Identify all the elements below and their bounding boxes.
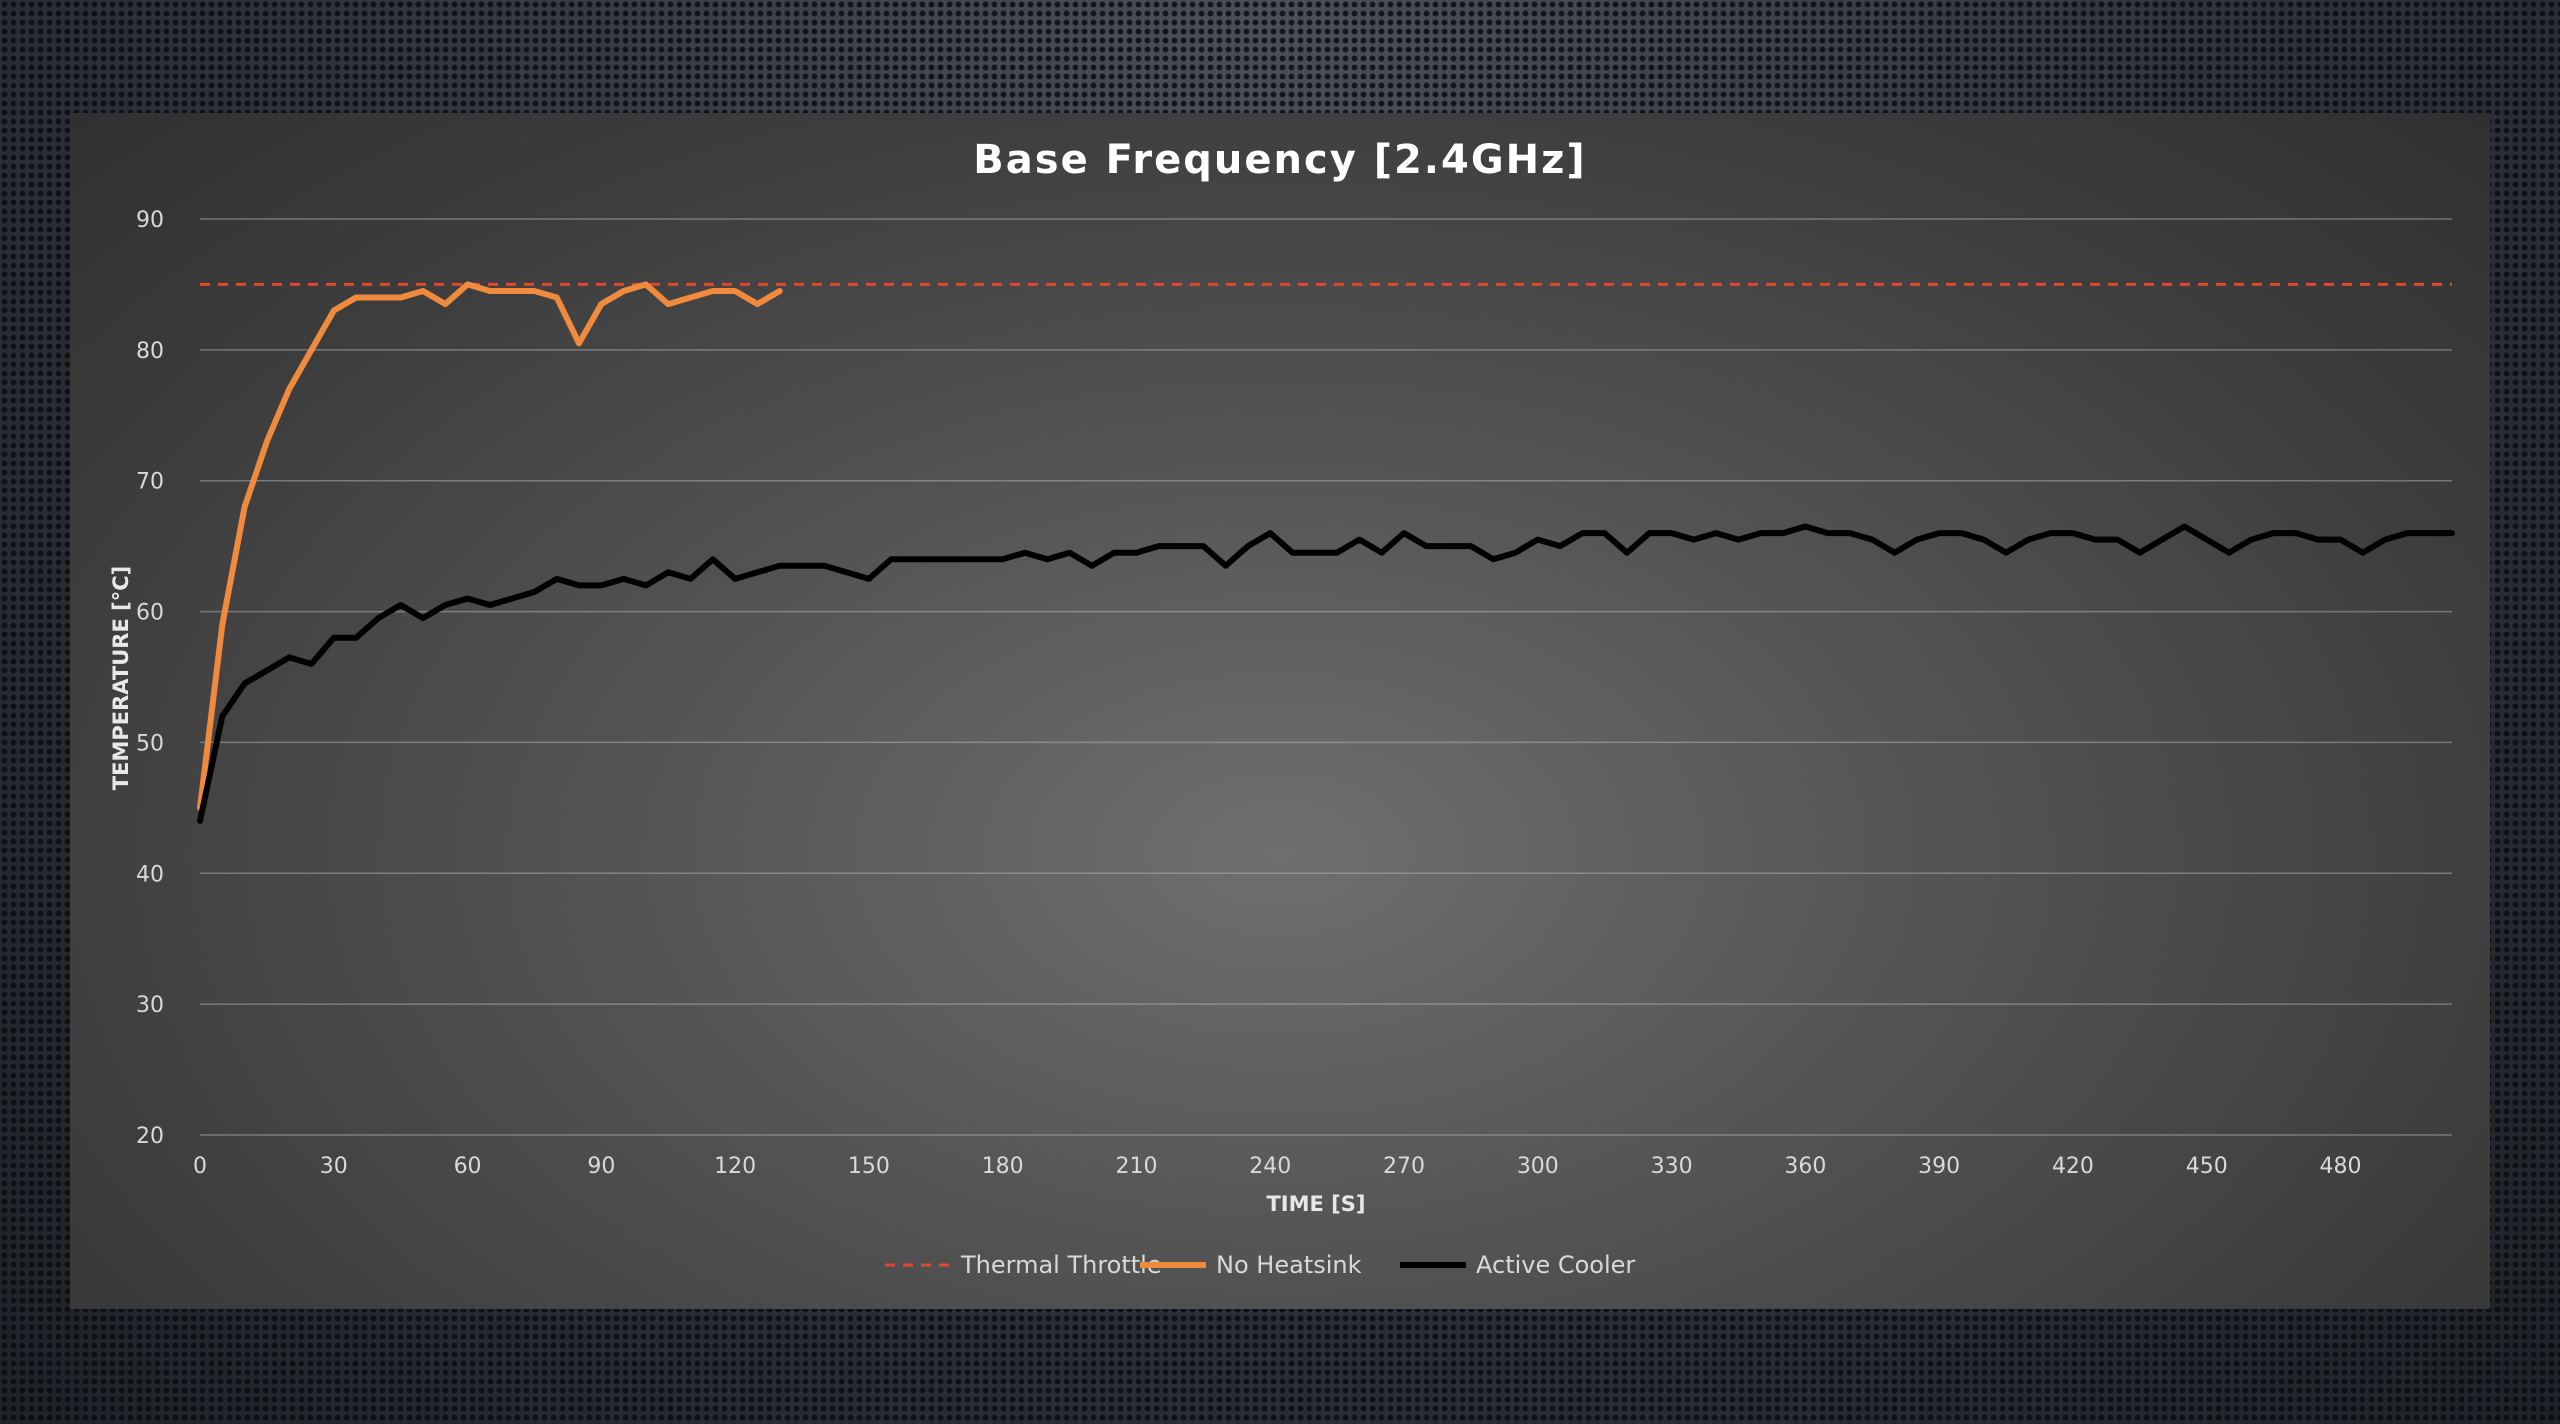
x-axis-title: TIME [S] xyxy=(1266,1192,1365,1216)
gridlines xyxy=(200,218,2452,1136)
x-tick-label: 90 xyxy=(587,1154,615,1179)
x-tick-label: 300 xyxy=(1517,1154,1559,1179)
y-tick-label: 20 xyxy=(136,1124,164,1149)
legend-label: Active Cooler xyxy=(1476,1251,1635,1279)
x-tick-label: 150 xyxy=(848,1154,890,1179)
series-line-active-cooler xyxy=(197,523,2455,824)
x-tick-label: 0 xyxy=(193,1154,207,1179)
y-tick-label: 30 xyxy=(136,993,164,1018)
x-tick-label: 270 xyxy=(1383,1154,1425,1179)
legend-label: No Heatsink xyxy=(1216,1251,1362,1279)
y-tick-label: 90 xyxy=(136,208,164,233)
x-tick-label: 360 xyxy=(1784,1154,1826,1179)
chart-card: Base Frequency [2.4GHz] 20 30 40 50 60 70 80 90… xyxy=(70,113,2490,1309)
x-tick-label: 210 xyxy=(1115,1154,1157,1179)
chart-title: Base Frequency [2.4GHz] xyxy=(973,137,1586,183)
x-tick-label: 120 xyxy=(714,1154,756,1179)
x-tick-label: 420 xyxy=(2052,1154,2094,1179)
chart-svg: Base Frequency [2.4GHz] 20 30 40 50 60 70 80 90… xyxy=(109,137,2455,1279)
y-tick-labels: 20 30 40 50 60 70 80 90 xyxy=(136,208,164,1149)
y-tick-label: 60 xyxy=(136,601,164,626)
x-tick-label: 390 xyxy=(1918,1154,1960,1179)
y-tick-label: 50 xyxy=(136,731,164,756)
x-tick-label: 330 xyxy=(1651,1154,1693,1179)
series-line-no-heatsink xyxy=(197,281,783,811)
y-tick-label: 70 xyxy=(136,470,164,495)
legend-label: Thermal Throttle xyxy=(960,1251,1162,1279)
y-tick-label: 80 xyxy=(136,339,164,364)
legend: Thermal Throttle No Heatsink Active Cooler xyxy=(885,1251,1635,1279)
y-axis-title: TEMPERATURE [°C] xyxy=(109,566,133,790)
x-tick-label: 60 xyxy=(454,1154,482,1179)
x-tick-label: 480 xyxy=(2320,1154,2362,1179)
x-tick-label: 450 xyxy=(2186,1154,2228,1179)
y-tick-label: 40 xyxy=(136,862,164,887)
x-tick-labels: 0 30 60 90 120 150 180 210 240 270 300 330 360 390 420… xyxy=(193,1154,2362,1179)
x-tick-label: 240 xyxy=(1249,1154,1291,1179)
x-tick-label: 180 xyxy=(982,1154,1024,1179)
series-lines xyxy=(197,281,2455,824)
x-tick-label: 30 xyxy=(320,1154,348,1179)
